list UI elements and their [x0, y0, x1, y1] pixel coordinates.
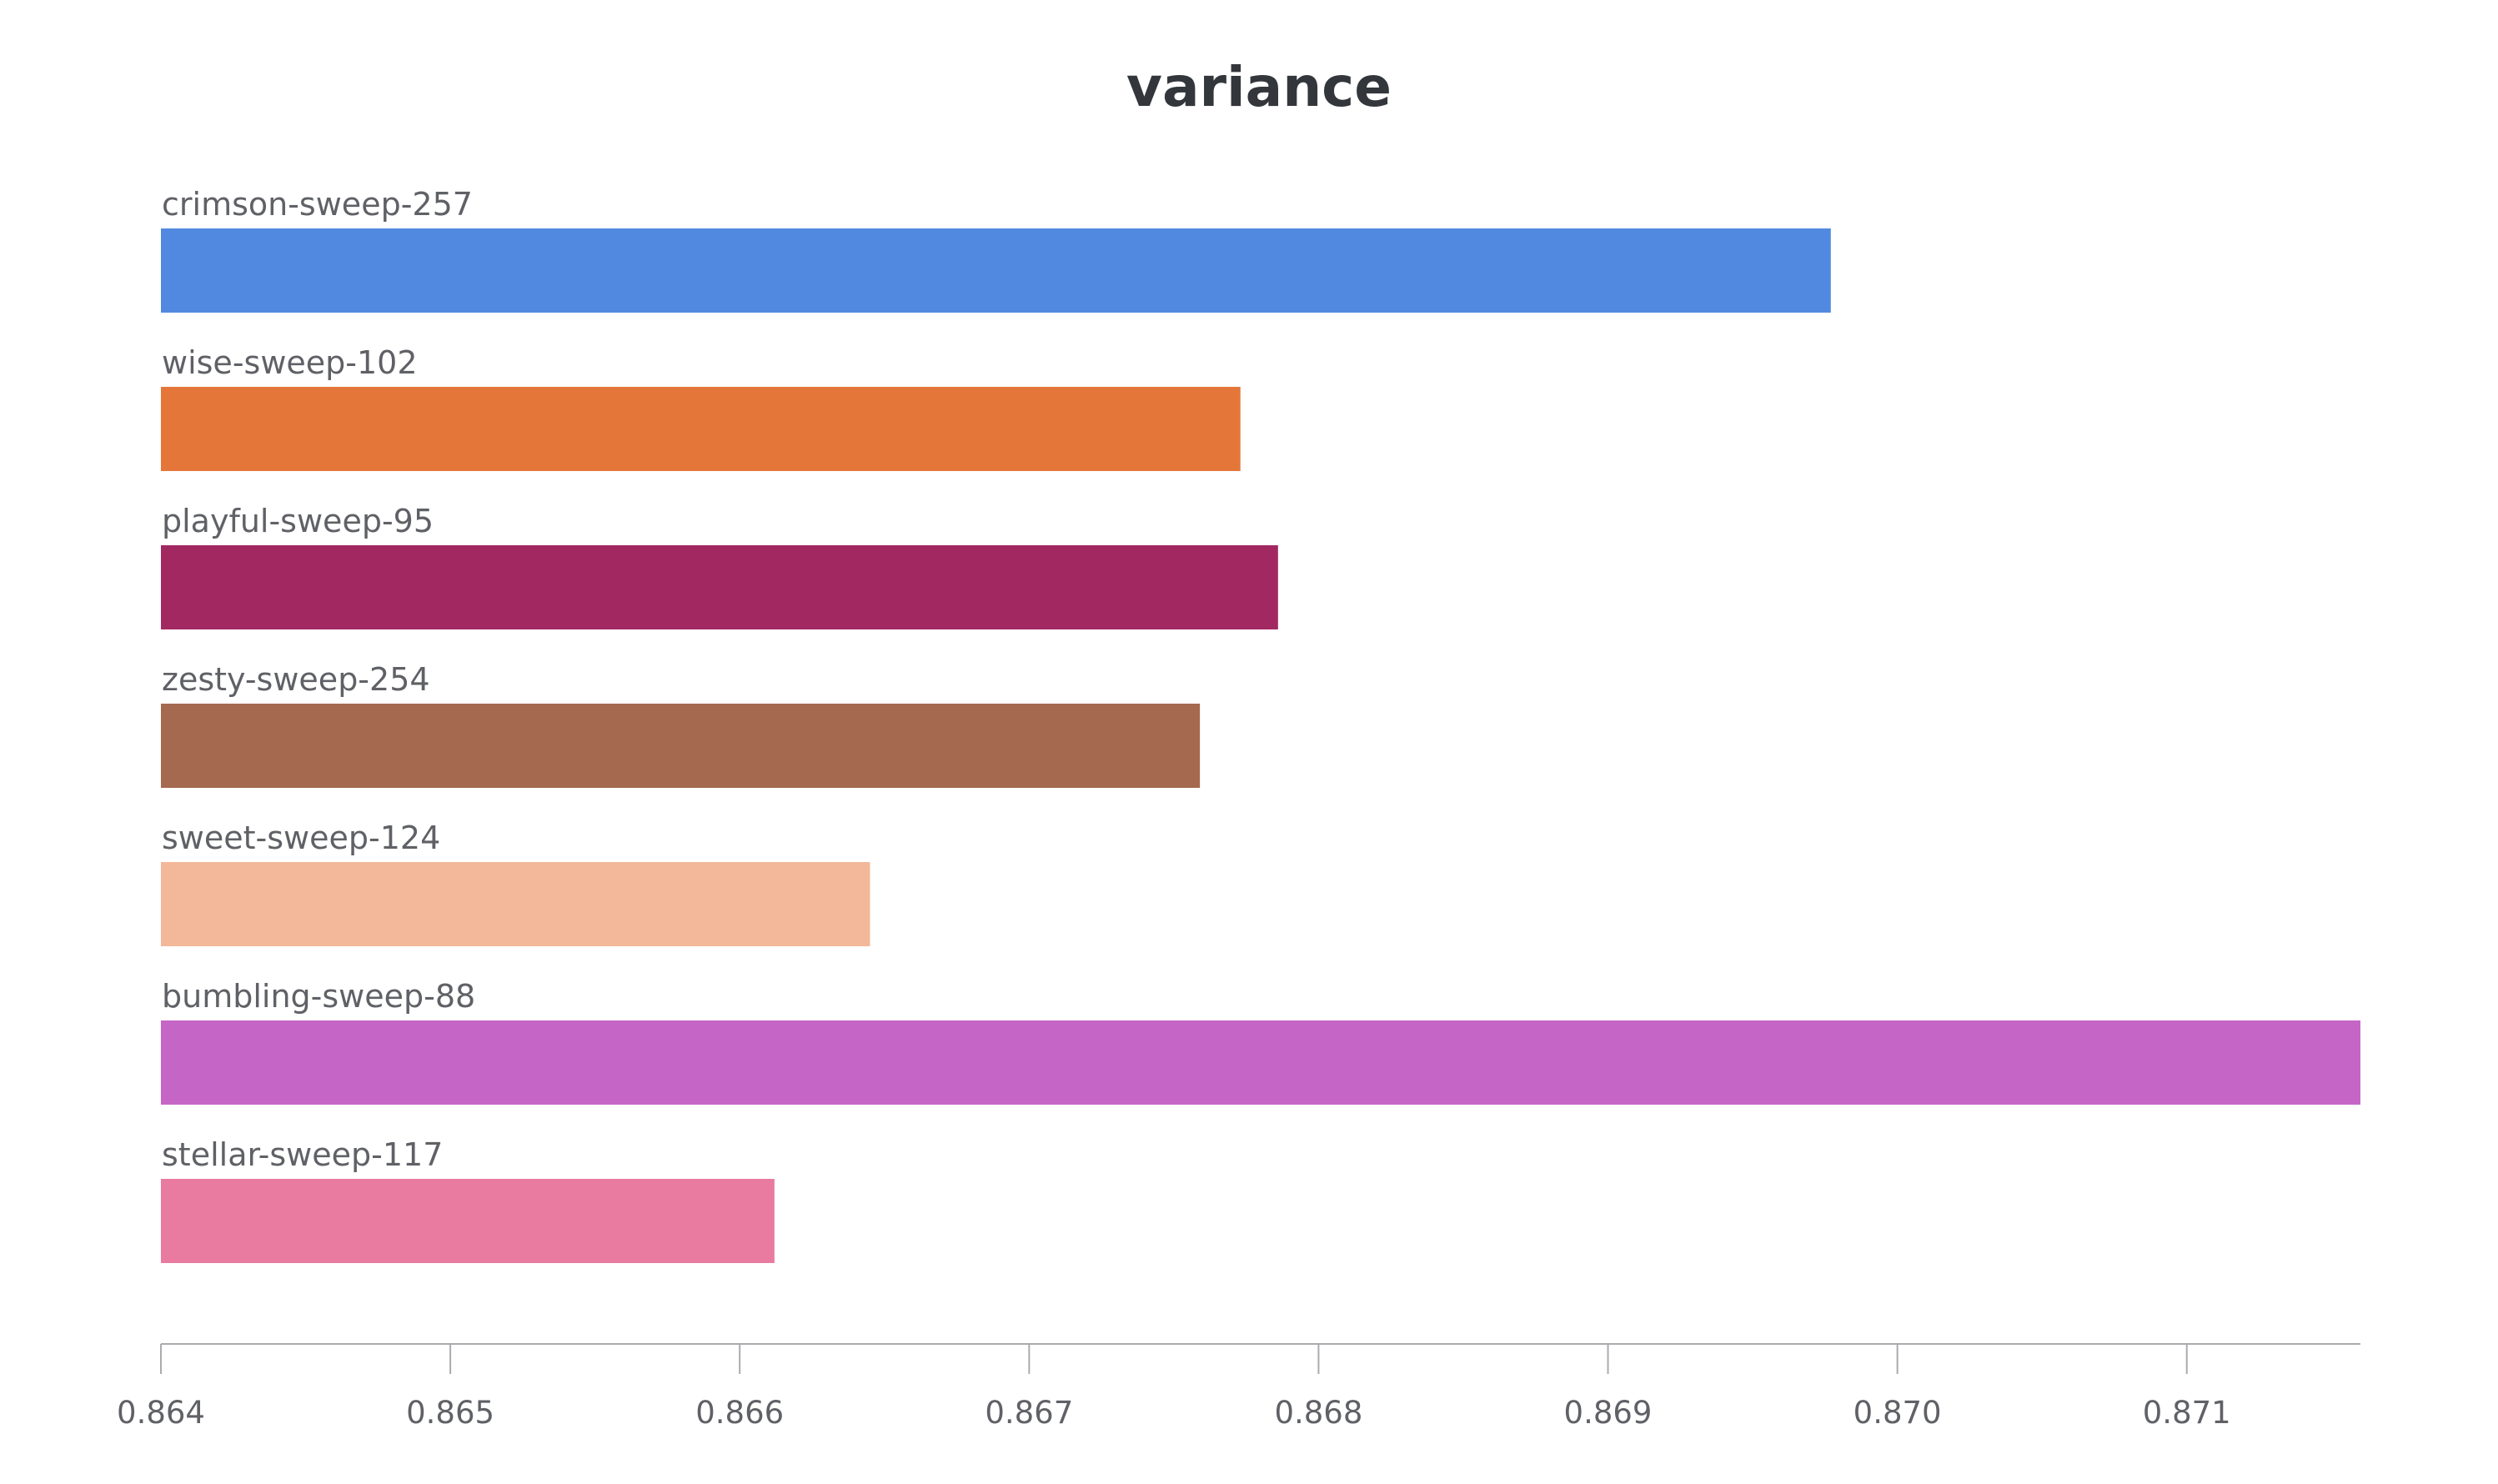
bar-label-bumbling-sweep-88: bumbling-sweep-88: [162, 978, 475, 1015]
bar-label-crimson-sweep-257: crimson-sweep-257: [162, 186, 473, 223]
bar-playful-sweep-95[interactable]: [161, 545, 1278, 629]
bar-crimson-sweep-257[interactable]: [161, 228, 1831, 313]
x-tick-label: 0.869: [1564, 1395, 1653, 1431]
x-tick-label: 0.867: [985, 1395, 1073, 1431]
x-tick-label: 0.870: [1853, 1395, 1942, 1431]
x-tick-label: 0.865: [406, 1395, 494, 1431]
bar-bumbling-sweep-88[interactable]: [161, 1020, 2360, 1105]
bar-label-zesty-sweep-254: zesty-sweep-254: [162, 661, 430, 698]
x-tick-label: 0.864: [117, 1395, 205, 1431]
bar-stellar-sweep-117[interactable]: [161, 1179, 775, 1263]
x-tick-label: 0.868: [1274, 1395, 1362, 1431]
bars-group: crimson-sweep-257 wise-sweep-102 playful-s…: [161, 186, 2360, 1263]
x-tick-label: 0.866: [695, 1395, 784, 1431]
bar-zesty-sweep-254[interactable]: [161, 704, 1201, 788]
bar-label-sweet-sweep-124: sweet-sweep-124: [162, 820, 440, 856]
bar-label-stellar-sweep-117: stellar-sweep-117: [162, 1136, 443, 1173]
chart-title: variance: [1126, 55, 1392, 119]
bar-label-wise-sweep-102: wise-sweep-102: [162, 344, 418, 381]
x-tick-label: 0.871: [2143, 1395, 2231, 1431]
bar-wise-sweep-102[interactable]: [161, 387, 1241, 471]
bar-sweet-sweep-124[interactable]: [161, 862, 870, 946]
x-axis: 0.864 0.865 0.866 0.867 0.868 0.869 0.870 0.871: [117, 1343, 2360, 1431]
bar-label-playful-sweep-95: playful-sweep-95: [162, 503, 434, 539]
